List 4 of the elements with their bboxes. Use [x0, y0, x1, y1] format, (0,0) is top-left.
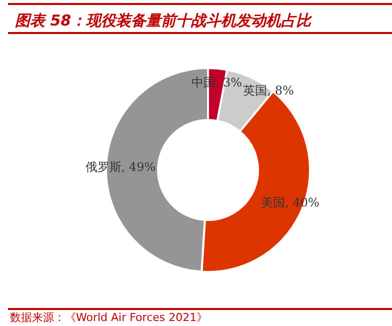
- slice-label: 俄罗斯, 49%: [85, 160, 156, 174]
- chart-title: 图表 58：现役装备量前十战斗机发动机占比: [15, 12, 314, 30]
- slice-label: 英国, 8%: [243, 83, 294, 98]
- source-note: 数据来源：《World Air Forces 2021》: [10, 311, 208, 324]
